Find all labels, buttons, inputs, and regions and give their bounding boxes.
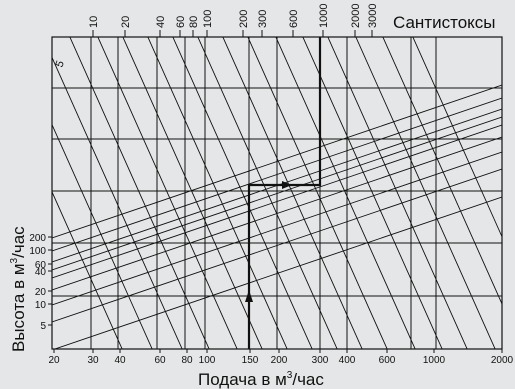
y-tick-label: 40: [35, 267, 47, 278]
grid: [52, 37, 503, 349]
x-tick-label: 2000: [491, 355, 514, 366]
viscosity-label: 300: [257, 10, 269, 28]
x-tick-label: 100: [199, 355, 216, 366]
x-tick-labels: 20 30 40 60 80 100 150 200 300 400 600 1000 2000: [48, 349, 514, 366]
viscosity-line: [197, 37, 338, 349]
viscosity-line: [97, 37, 238, 349]
units-title: Сантистоксы: [393, 13, 496, 32]
viscosity-line: [247, 37, 388, 349]
x-tick-label: 80: [181, 355, 193, 366]
height-line: [52, 168, 502, 323]
viscosity-line: [147, 37, 288, 349]
x-tick-label: 1000: [423, 355, 446, 366]
viscosity-label: 2000: [350, 4, 362, 28]
viscosity-curve-label: 5: [54, 59, 67, 69]
x-tick-label: 200: [271, 355, 288, 366]
height-line: [52, 151, 502, 306]
viscosity-line: [412, 37, 502, 238]
y-tick-label: 200: [29, 233, 46, 244]
viscosity-labels: 10 20 40 60 80 100 200 300 600 1000 2000 3000: [88, 4, 379, 37]
viscosity-line: [382, 37, 502, 305]
viscosity-label: 3000: [367, 4, 379, 28]
viscosity-line: [122, 37, 263, 349]
y-tick-label: 20: [35, 287, 47, 298]
viscosity-label: 100: [202, 10, 214, 28]
height-line: [53, 196, 502, 349]
viscosity-line: [52, 56, 183, 349]
arrow-up-icon: [245, 290, 253, 302]
x-axis-label: Подача в м3/час: [198, 370, 324, 389]
height-line: [52, 84, 502, 239]
x-tick-label: 20: [48, 355, 60, 366]
viscosity-line: [172, 37, 313, 349]
viscosity-label: 80: [188, 16, 200, 28]
x-tick-label: 150: [242, 355, 259, 366]
x-tick-label: 600: [379, 355, 396, 366]
y-tick-label: 5: [40, 321, 46, 332]
example-path: [245, 37, 322, 349]
viscosity-line: [52, 123, 153, 349]
height-line: [52, 124, 502, 279]
x-tick-label: 300: [312, 355, 329, 366]
viscosity-line: [302, 37, 443, 349]
viscosity-line: [327, 37, 468, 349]
viscosity-label: 10: [88, 16, 100, 28]
y-tick-label: 60: [35, 260, 47, 271]
x-tick-label: 30: [87, 355, 99, 366]
arrow-right-icon: [282, 181, 292, 189]
y-axis-label: Высота в м3/час: [9, 226, 28, 352]
viscosity-line: [52, 190, 123, 349]
x-tick-label: 60: [154, 355, 166, 366]
viscosity-label: 20: [120, 16, 132, 28]
diagonal-lines: [52, 84, 502, 349]
x-tick-label: 40: [114, 355, 126, 366]
viscosity-line: [222, 37, 363, 349]
viscosity-label: 200: [238, 10, 250, 28]
example-path-line: [247, 37, 322, 349]
height-line: [52, 116, 502, 271]
y-tick-label: 10: [35, 300, 47, 311]
viscosity-label: 1000: [318, 4, 330, 28]
viscosity-line: [355, 37, 496, 349]
x-tick-label: 400: [339, 355, 356, 366]
y-tick-label: 100: [29, 246, 46, 257]
viscosity-line: [275, 37, 416, 349]
viscosity-label: 60: [175, 16, 187, 28]
viscosity-label: 600: [288, 10, 300, 28]
viscosity-label: 40: [155, 16, 167, 28]
viscosity-line: [69, 37, 210, 349]
